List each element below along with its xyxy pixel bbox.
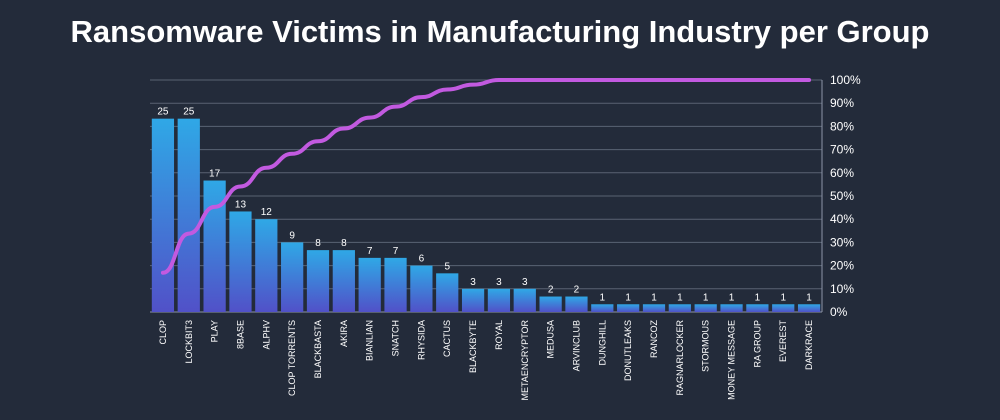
data-label: 1 — [806, 292, 812, 303]
bar — [694, 304, 717, 312]
cumulative-percent-line — [160, 78, 812, 275]
bar — [642, 304, 666, 312]
bar — [384, 257, 407, 312]
category-label: BLACKBASTA — [313, 320, 323, 378]
data-label: 13 — [235, 199, 247, 210]
data-label: 1 — [755, 292, 761, 303]
category-label: RAGNARLOCKER — [675, 319, 685, 395]
data-label: 25 — [183, 107, 195, 118]
bar — [358, 257, 381, 312]
y2-tick-label: 50% — [830, 189, 854, 203]
bar — [487, 288, 511, 312]
y2-tick-label: 30% — [830, 235, 854, 249]
category-label: BLACKBYTE — [468, 320, 478, 373]
data-label: 2 — [574, 285, 580, 296]
bar — [229, 211, 252, 312]
data-label: 1 — [729, 292, 735, 303]
bar — [617, 304, 640, 312]
y2-tick-label: 0% — [830, 305, 848, 319]
bar — [772, 304, 795, 312]
y2-tick-label: 100% — [830, 73, 861, 87]
category-label: 8BASE — [235, 320, 245, 349]
data-label: 1 — [625, 292, 631, 303]
y2-tick-label: 90% — [830, 96, 854, 110]
data-label: 3 — [470, 277, 476, 288]
bar — [591, 304, 614, 312]
data-label: 2 — [548, 285, 554, 296]
data-label: 3 — [496, 277, 502, 288]
data-label: 12 — [261, 207, 273, 218]
bar — [797, 304, 821, 312]
category-label: STORMOUS — [701, 320, 711, 372]
bar — [746, 304, 769, 312]
category-label: DUNGHILL — [597, 320, 607, 366]
data-label: 8 — [341, 238, 347, 249]
data-label: 1 — [677, 292, 683, 303]
category-label: AKIRA — [339, 320, 349, 347]
bar — [177, 118, 200, 313]
bar — [720, 304, 743, 312]
data-label: 7 — [367, 246, 373, 257]
category-label: LOCKBIT3 — [184, 320, 194, 364]
category-label: EVEREST — [778, 320, 788, 363]
category-label: DARKRACE — [804, 320, 814, 370]
category-label: ARVINCLUB — [571, 320, 581, 371]
bar — [255, 219, 278, 312]
y2-tick-label: 40% — [830, 212, 854, 226]
category-label: CLOP TORRENTS — [287, 320, 297, 396]
category-label: CACTUS — [442, 320, 452, 357]
data-label: 1 — [651, 292, 657, 303]
data-label: 6 — [419, 254, 425, 265]
bar — [461, 288, 485, 312]
data-label: 25 — [157, 107, 169, 118]
category-label: RANCOZ — [649, 319, 659, 358]
category-label: MONEY MESSAGE — [727, 320, 737, 400]
bar — [332, 250, 355, 312]
category-label: PLAY — [210, 320, 220, 342]
data-label: 9 — [289, 230, 295, 241]
y2-tick-label: 60% — [830, 166, 854, 180]
bar — [203, 180, 226, 312]
category-label: METAENCRYPTOR — [520, 320, 530, 401]
bar — [306, 250, 330, 312]
data-label: 17 — [209, 169, 221, 180]
chart-title: Ransomware Victims in Manufacturing Indu… — [70, 14, 930, 49]
bar — [151, 118, 175, 313]
bar — [281, 242, 304, 312]
category-label: SNATCH — [391, 320, 401, 356]
data-label: 1 — [703, 292, 709, 303]
category-label: CLOP — [158, 320, 168, 345]
category-label: RHYSIDA — [416, 320, 426, 360]
y2-tick-label: 70% — [830, 143, 854, 157]
data-label: 1 — [600, 292, 606, 303]
bar — [668, 304, 691, 312]
y2-tick-label: 80% — [830, 119, 854, 133]
category-label: ALPHV — [261, 320, 271, 350]
category-label: MEDUSA — [546, 320, 556, 359]
bar — [436, 273, 459, 312]
category-label: DONUTLEAKS — [623, 320, 633, 381]
bar — [539, 296, 562, 312]
y2-tick-label: 20% — [830, 259, 854, 273]
bar — [513, 288, 536, 312]
bar — [565, 296, 588, 312]
data-label: 1 — [780, 292, 786, 303]
bar — [410, 265, 433, 312]
category-label: ROYAL — [494, 320, 504, 350]
data-label: 3 — [522, 277, 528, 288]
data-label: 8 — [315, 238, 321, 249]
category-label: RA GROUP — [752, 320, 762, 368]
category-label: BIANLIAN — [365, 320, 375, 361]
data-label: 7 — [393, 246, 399, 257]
data-label: 5 — [444, 261, 450, 272]
y2-tick-label: 10% — [830, 282, 854, 296]
